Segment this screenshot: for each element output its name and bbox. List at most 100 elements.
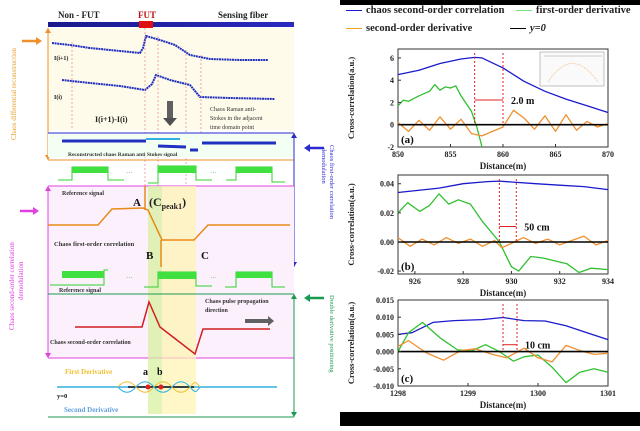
point-b: B [146, 250, 154, 262]
series-line-chaos-second-order-correlation [397, 180, 609, 194]
second-order-correlation-curve [75, 299, 270, 356]
y-axis-label: Cross-correlation(a.u.) [346, 183, 356, 265]
ellipsis-2: ··· [210, 169, 217, 177]
y-tick-label: -0.02 [377, 267, 394, 276]
panel-label: (c) [401, 373, 414, 385]
raman-note-line1: Chaos Raman anti- [210, 107, 256, 113]
side-label-second-order-1: Chaos second-order correlation [8, 242, 16, 330]
reference-signal-2 [50, 269, 285, 288]
x-tick-label: 1299 [460, 389, 476, 398]
point-a: A [133, 197, 141, 209]
x-tick-label: 1300 [530, 389, 546, 398]
span-annotation: 10 cm [525, 341, 551, 352]
x-tick-label: 1298 [390, 389, 406, 398]
x-axis-label: Distance(m) [480, 161, 527, 171]
orange-arrow-icon [22, 37, 42, 45]
legend-label: first-order derivative [536, 5, 631, 16]
blue-arrow-icon [304, 144, 324, 152]
legend-swatch [516, 10, 532, 12]
non-fut-label: Non - FUT [58, 10, 100, 20]
inset-curve [547, 63, 599, 83]
ellipsis-1: ··· [126, 169, 133, 177]
span-annotation: 2.0 m [511, 96, 535, 107]
magenta-arrow-icon [20, 207, 39, 215]
y-axis-label: Cross-correlation(a.u.) [346, 302, 356, 384]
reconstructed-signal [62, 139, 276, 152]
y-tick-label: 6 [390, 54, 394, 63]
y-tick-label: 0 [390, 121, 394, 130]
side-label-differential: Chaos differential reconstruction [10, 47, 18, 140]
legend-item-first-derivative: first-order derivative [516, 5, 631, 16]
chart-legend: chaos second-order correlation first-ord… [340, 5, 640, 35]
side-label-double-derivative: Double derivative positioning [328, 295, 335, 373]
plot-frame-2 [397, 299, 609, 387]
y-tick-label: 0.000 [376, 348, 394, 357]
legend-item-second-order: chaos second-order correlation [346, 5, 504, 16]
first-derivative-wave [117, 381, 201, 393]
y-tick-label: 4 [390, 76, 394, 85]
plot-frame-1 [397, 174, 609, 275]
trace-i-plus-1 [51, 34, 268, 61]
ellipsis-3: ··· [126, 274, 133, 282]
raman-note-line2: Stokes in the adjacent [210, 116, 263, 122]
x-tick-label: 930 [505, 277, 517, 286]
fut-segment [139, 21, 153, 28]
x-tick-label: 926 [409, 277, 421, 286]
sensing-fiber-label: Sensing fiber [218, 10, 268, 20]
y0-label: y=0 [57, 393, 67, 400]
y-tick-label: 0.04 [380, 180, 394, 189]
legend-label: chaos second-order correlation [366, 5, 505, 16]
panel-label: (a) [401, 134, 414, 146]
ellipsis-4: ··· [210, 274, 217, 282]
inset-frame [539, 51, 605, 87]
reference-signal-1 [58, 165, 285, 184]
second-derivative-label: Second Derivative [64, 406, 118, 414]
legend-item-second-derivative: second-order derivative [346, 23, 472, 34]
highlight-band-yellow [162, 186, 196, 414]
zero-crossing-b [158, 384, 164, 390]
top-black-bar [340, 0, 640, 5]
schematic-svg: Non - FUT FUT Sensing fiber Chaos differ… [8, 10, 335, 418]
reconstructed-label: Reconstructed chaos Raman anti Stokes si… [68, 152, 178, 158]
legend-label: y=0 [530, 23, 546, 34]
x-tick-label: 1301 [600, 389, 616, 398]
charts-svg: 2.0 m 850 855 860 865 870 -2 0 2 4 6 Distance(m) Cro… [346, 48, 616, 410]
reference-label-1: Reference signal [62, 191, 104, 197]
propagation-label-1: Chaos pulse propagation [205, 299, 269, 305]
propagation-label-2: direction [205, 308, 229, 314]
side-label-second-order-2: demodulation [17, 261, 25, 300]
x-tick-label: 928 [457, 277, 469, 286]
panel-label: (b) [401, 261, 415, 273]
green-arrow-icon [304, 294, 324, 302]
x-tick-label: 932 [554, 277, 566, 286]
side-label-first-order-2: demodulation [320, 148, 327, 184]
y-tick-label: -0.010 [373, 382, 394, 391]
first-derivative-label: First Derivative [65, 368, 112, 376]
down-arrow-icon [163, 101, 177, 126]
zero-crossing-a [145, 384, 151, 390]
series-line-second-order-derivative [397, 339, 609, 363]
peak-label: (Cpeak1) [149, 195, 186, 211]
side-label-first-order-1: Chaos first-order correlation [328, 145, 335, 220]
second-derivative-wave [117, 381, 201, 393]
series-line-second-order-derivative [397, 235, 609, 249]
span-annotation: 50 cm [524, 222, 550, 233]
y-tick-label: -2 [387, 143, 394, 152]
legend-swatch [346, 10, 362, 12]
raman-note-line3: time domain point [210, 125, 254, 131]
series-line-chaos-second-order-correlation [397, 56, 609, 114]
y-tick-label: 0.015 [376, 296, 394, 305]
series-line-first-order-derivative [397, 83, 483, 148]
x-tick-label: 860 [497, 150, 509, 159]
x-tick-label: 855 [445, 150, 457, 159]
trace-label-i-plus-1: I(i+1) [54, 55, 68, 62]
legend-item-y0: y=0 [510, 23, 546, 34]
first-order-correlation-curve [48, 207, 290, 241]
y-tick-label: 0.010 [376, 313, 394, 322]
y-axis-label: Cross-correlation(a.u.) [346, 57, 356, 139]
series-line-first-order-derivative [397, 321, 609, 384]
x-tick-label: 850 [392, 150, 404, 159]
reference-label-2: Reference signal [59, 288, 101, 294]
y-tick-label: 2 [390, 98, 394, 107]
point-b-small: b [157, 367, 163, 378]
